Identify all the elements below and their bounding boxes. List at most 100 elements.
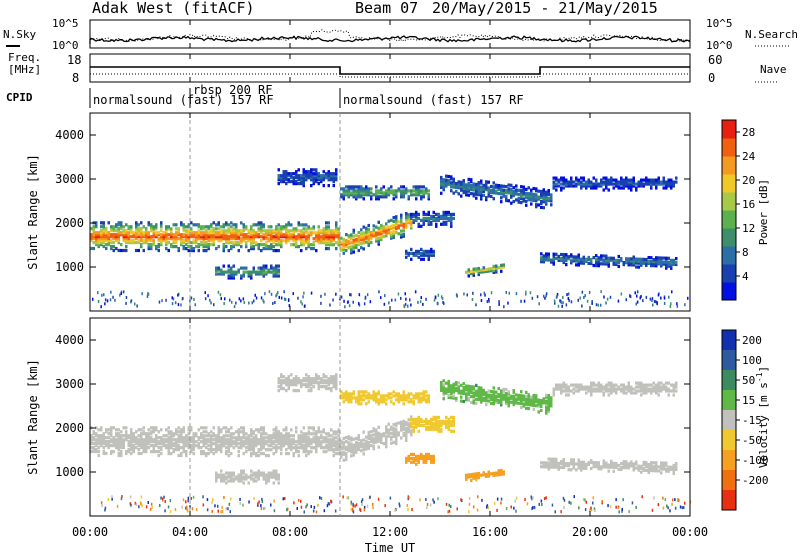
echo-cell <box>295 381 298 385</box>
echo-cell <box>292 182 295 186</box>
echo-cell <box>285 379 288 383</box>
clutter-cell <box>486 300 489 303</box>
echo-cell <box>572 255 575 259</box>
echo-cell <box>432 249 435 253</box>
echo-cell <box>182 446 185 450</box>
echo-cell <box>427 249 430 253</box>
echo-cell <box>262 243 265 247</box>
echo-cell <box>217 233 220 237</box>
echo-cell <box>595 182 598 186</box>
echo-cell <box>500 186 503 190</box>
echo-cell <box>197 249 200 253</box>
echo-cell <box>590 257 593 262</box>
echo-cell <box>187 233 190 237</box>
echo-cell <box>317 237 320 241</box>
echo-cell <box>435 417 438 421</box>
echo-cell <box>325 438 328 442</box>
echo-cell <box>255 442 258 446</box>
echo-cell <box>582 462 585 466</box>
echo-cell <box>485 395 488 399</box>
echo-cell <box>670 467 673 471</box>
echo-cell <box>247 237 250 241</box>
clutter-cell <box>622 498 624 502</box>
echo-cell <box>622 462 625 466</box>
echo-cell <box>267 247 270 251</box>
echo-cell <box>277 438 280 442</box>
echo-cell <box>595 465 598 469</box>
echo-cell <box>465 191 468 195</box>
echo-cell <box>560 385 563 389</box>
clutter-cell <box>389 496 392 500</box>
echo-cell <box>527 196 530 200</box>
echo-cell <box>607 262 610 266</box>
echo-cell <box>402 185 405 189</box>
echo-cell <box>595 258 598 262</box>
echo-cell <box>335 241 338 245</box>
echo-cell <box>640 389 643 393</box>
echo-cell <box>385 234 388 238</box>
clutter-cell <box>260 296 263 300</box>
echo-cell <box>405 432 408 437</box>
echo-cell <box>280 373 283 377</box>
echo-cell <box>292 227 295 231</box>
echo-cell <box>342 241 345 245</box>
echo-cell <box>230 270 233 274</box>
echo-cell <box>325 444 328 448</box>
echo-cell <box>202 430 205 434</box>
echo-cell <box>322 237 325 241</box>
echo-cell <box>260 223 263 227</box>
echo-cell <box>460 182 463 186</box>
echo-cell <box>340 248 343 252</box>
echo-cell <box>377 197 380 201</box>
echo-cell <box>275 475 278 479</box>
echo-cell <box>92 430 95 434</box>
clutter-cell <box>567 297 570 300</box>
echo-cell <box>155 434 158 438</box>
echo-cell <box>252 438 255 442</box>
echo-cell <box>647 180 650 184</box>
echo-cell <box>215 434 218 438</box>
echo-cell <box>460 184 463 188</box>
echo-cell <box>660 389 663 393</box>
echo-cell <box>510 396 513 400</box>
echo-cell <box>235 225 238 229</box>
echo-cell <box>582 259 585 263</box>
echo-cell <box>320 446 323 450</box>
echo-cell <box>495 473 498 477</box>
echo-cell <box>160 225 163 229</box>
echo-cell <box>607 383 610 387</box>
echo-cell <box>302 227 305 231</box>
echo-cell <box>310 176 313 180</box>
echo-cell <box>117 227 120 231</box>
echo-cell <box>200 432 203 436</box>
echo-cell <box>552 459 555 463</box>
echo-cell <box>250 430 253 434</box>
echo-cell <box>465 473 468 477</box>
echo-cell <box>230 274 233 278</box>
echo-cell <box>210 223 213 227</box>
echo-cell <box>282 225 285 229</box>
echo-cell <box>220 231 223 235</box>
echo-cell <box>562 255 565 259</box>
echo-cell <box>335 448 338 452</box>
echo-cell <box>320 442 323 446</box>
echo-cell <box>607 264 610 268</box>
echo-cell <box>502 397 505 401</box>
echo-cell <box>585 466 588 470</box>
echo-cell <box>447 419 450 423</box>
echo-cell <box>250 231 253 235</box>
echo-cell <box>340 394 343 398</box>
echo-cell <box>425 425 428 429</box>
echo-cell <box>667 465 670 469</box>
echo-cell <box>577 263 580 267</box>
echo-cell <box>552 180 555 184</box>
echo-cell <box>485 188 488 192</box>
colorbar-swatch <box>722 138 736 157</box>
echo-cell <box>115 223 118 227</box>
echo-cell <box>387 396 390 400</box>
echo-cell <box>470 385 473 389</box>
clutter-cell <box>171 296 173 300</box>
echo-cell <box>560 387 563 391</box>
clutter-cell <box>445 502 448 506</box>
echo-cell <box>500 399 503 403</box>
